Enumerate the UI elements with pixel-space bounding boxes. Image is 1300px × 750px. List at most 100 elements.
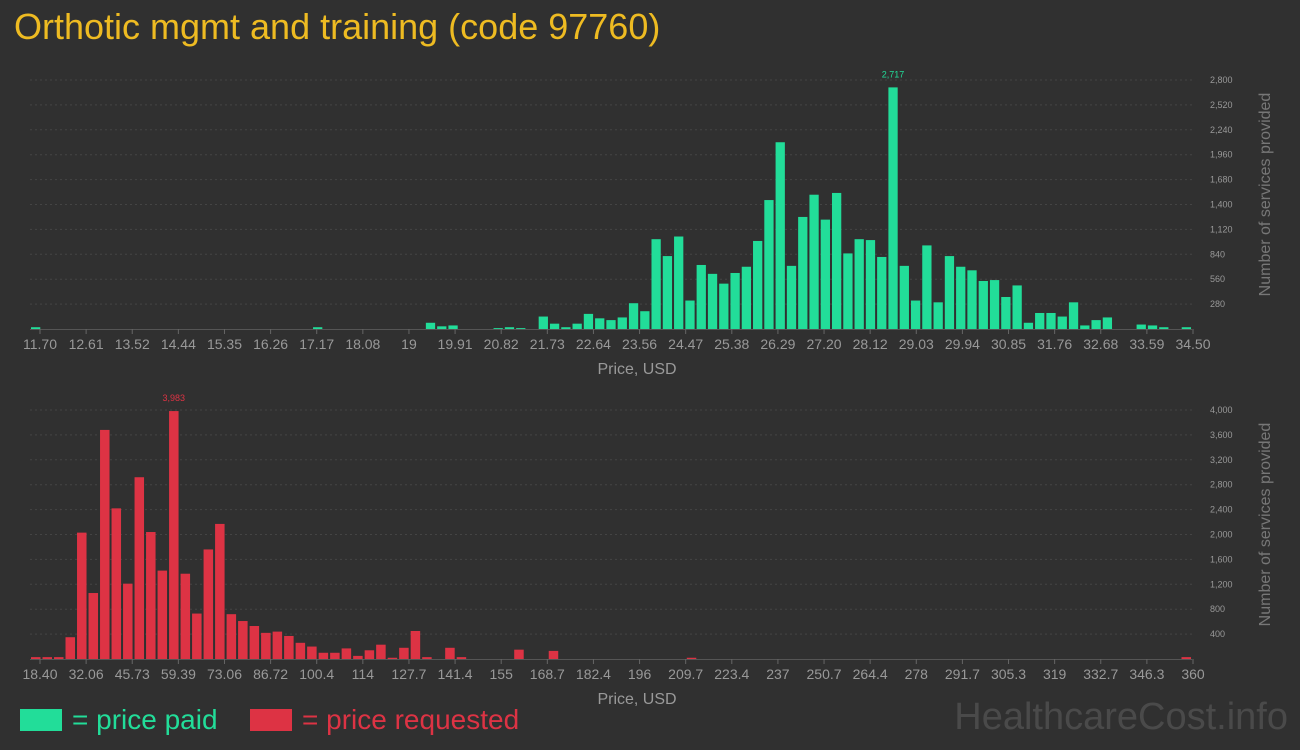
watermark: HealthcareCost.info [954,696,1288,738]
paid-y-tick-label: 1,680 [1210,175,1233,185]
requested-bar [330,652,340,659]
paid-bar [1035,312,1045,329]
paid-x-tick-label: 25.38 [714,336,749,352]
requested-bar [387,657,398,659]
requested-bar [1181,657,1191,659]
price-paid-chart: 280 560 840 1,120 1,400 1,680 1,960 2,240 2,520 2… [23,69,1274,378]
paid-bar [640,311,650,329]
paid-bar [719,283,729,329]
requested-bar [100,429,110,659]
paid-x-tick-label: 32.68 [1083,336,1118,352]
paid-bar [877,256,887,329]
paid-bar [831,192,842,329]
paid-max-label: 2,717 [882,69,905,79]
requested-x-tick-label: 182.4 [576,666,611,682]
requested-bar [249,626,260,659]
paid-x-tick-label: 15.35 [207,336,242,352]
paid-bar [956,266,966,329]
requested-bar [284,635,294,659]
paid-x-tick-label: 19.91 [438,336,473,352]
paid-bar [674,236,684,329]
paid-x-tick-label: 16.26 [253,336,288,352]
requested-y-axis-title: Number of services provided [1257,423,1274,627]
requested-bar [180,573,191,659]
requested-bar [548,650,559,659]
paid-bar [493,328,503,329]
requested-y-tick-label: 3,600 [1210,430,1233,440]
requested-y-tick-label: 800 [1210,604,1225,614]
paid-bar [910,300,921,329]
legend-label-paid: = price paid [72,704,218,735]
paid-bar [933,302,943,329]
paid-bar [798,216,808,329]
paid-x-tick-label: 24.47 [668,336,703,352]
requested-x-tick-label: 114 [352,666,375,682]
requested-max-label: 3,983 [163,393,186,403]
requested-x-tick-label: 127.7 [391,666,426,682]
paid-y-tick-label: 2,240 [1210,125,1233,135]
paid-x-tick-label: 28.12 [853,336,888,352]
requested-x-tick-label: 332.7 [1083,666,1118,682]
paid-x-tick-label: 22.64 [576,336,611,352]
paid-x-tick-label: 34.50 [1175,336,1210,352]
paid-y-tick-label: 2,520 [1210,100,1233,110]
requested-bar [65,637,76,659]
requested-y-tick-label: 2,000 [1210,530,1233,540]
paid-bar [809,194,819,329]
requested-y-tick-label: 1,600 [1210,554,1233,564]
paid-y-tick-label: 840 [1210,249,1225,259]
requested-x-tick-label: 86.72 [253,666,288,682]
requested-x-tick-label: 305.3 [991,666,1026,682]
requested-x-tick-label: 155 [490,666,514,682]
paid-bar [989,280,1000,329]
price-requested-chart: 400 800 1,200 1,600 2,000 2,400 2,800 3,200 3,60… [22,393,1274,708]
requested-bar [364,650,375,659]
legend-label-requested: = price requested [302,704,520,735]
requested-bar [261,632,271,659]
paid-bar [1046,312,1056,329]
paid-bar [1012,285,1022,329]
requested-bar [318,652,329,659]
paid-bar [583,313,594,329]
requested-y-tick-label: 1,200 [1210,579,1233,589]
paid-y-tick-label: 1,400 [1210,200,1233,210]
paid-bar [1181,327,1191,329]
paid-bar [538,316,548,329]
paid-bar [606,320,616,329]
paid-bar [1057,316,1067,329]
paid-bar [967,270,977,329]
requested-y-tick-label: 4,000 [1210,405,1233,415]
requested-x-tick-label: 168.7 [530,666,565,682]
paid-x-tick-label: 21.73 [530,336,565,352]
requested-bar [123,583,133,659]
paid-bar [899,265,909,329]
paid-x-tick-label: 27.20 [807,336,842,352]
requested-x-tick-label: 264.4 [853,666,888,682]
paid-y-axis-title: Number of services provided [1257,93,1274,297]
requested-bar [445,647,455,659]
requested-bar [238,621,248,659]
paid-bar [820,219,830,329]
requested-bar [157,570,168,659]
paid-bar [448,325,458,329]
paid-bar [696,264,706,329]
paid-bar [628,303,639,329]
legend-swatch-paid [20,709,62,731]
requested-x-tick-label: 196 [628,666,652,682]
requested-bar [111,508,122,659]
requested-bar [272,631,283,659]
requested-x-tick-label: 32.06 [69,666,104,682]
requested-bar [134,477,145,659]
paid-bar [707,273,718,329]
paid-bar [764,200,774,329]
requested-bar [42,657,53,659]
paid-bar [843,253,853,329]
paid-bar [651,239,661,329]
paid-x-tick-label: 12.61 [69,336,104,352]
requested-x-tick-label: 250.7 [807,666,842,682]
paid-x-tick-label: 29.03 [899,336,934,352]
paid-x-tick-label: 14.44 [161,336,196,352]
paid-y-tick-label: 2,800 [1210,75,1233,85]
requested-bar [215,523,225,659]
paid-bar [595,318,605,329]
